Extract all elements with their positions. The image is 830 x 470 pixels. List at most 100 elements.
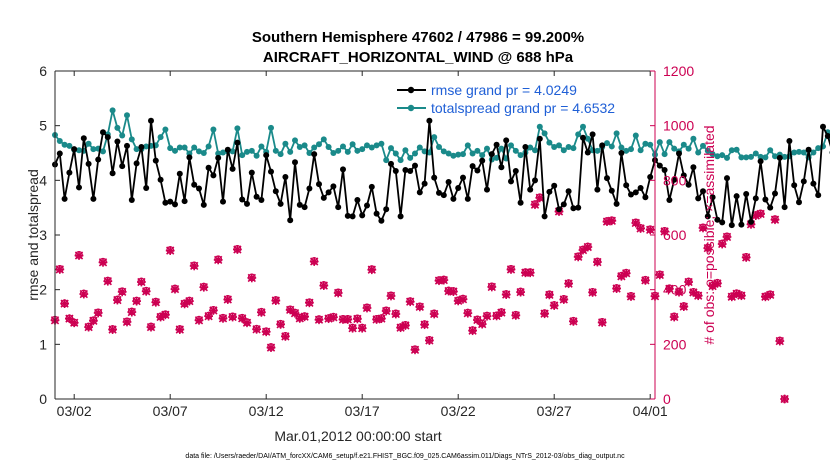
data-file-footer: data file: /Users/raeder/DAI/ATM_forcXX/… [185, 453, 625, 460]
rmse-point [215, 154, 222, 161]
rmse-point [128, 197, 135, 204]
y2-tick-label: 0 [663, 391, 671, 407]
totalspread-point [464, 142, 471, 149]
rmse-point [714, 216, 721, 223]
rmse-point [364, 202, 370, 209]
rmse-point [234, 139, 241, 146]
obs-assimilated-marker [60, 299, 69, 309]
rmse-point [354, 197, 361, 204]
y-axis-label: rmse and totalspread [25, 169, 41, 301]
rmse-point [599, 142, 606, 149]
rmse-point [133, 160, 140, 167]
rmse-point [680, 172, 687, 179]
rmse-point [488, 151, 495, 158]
x-tick-label: 03/22 [441, 403, 476, 419]
totalspread-point [714, 153, 721, 160]
obs-assimilated-marker [770, 215, 780, 225]
totalspread-point [349, 141, 356, 148]
obs-assimilated-marker [530, 200, 540, 210]
obs-assimilated-marker [89, 316, 98, 326]
rmse-point [719, 219, 726, 226]
totalspread-point [647, 141, 654, 148]
rmse-point [440, 192, 447, 199]
rmse-point [584, 149, 591, 156]
rmse-point [436, 189, 442, 196]
rmse-point [268, 168, 274, 175]
rmse-point [484, 186, 490, 193]
rmse-point [388, 160, 394, 167]
obs-assimilated-marker [84, 322, 93, 332]
totalspread-point [743, 154, 750, 161]
obs-assimilated-marker [765, 290, 775, 300]
totalspread-point [671, 145, 678, 152]
obs-assimilated-marker [122, 317, 132, 327]
totalspread-point [373, 142, 380, 149]
rmse-point [397, 213, 404, 220]
obs-assimilated-marker [684, 277, 693, 287]
rmse-point [186, 154, 193, 161]
totalspread-point [517, 152, 524, 159]
rmse-point [632, 189, 639, 196]
obs-assimilated-marker [727, 292, 737, 302]
totalspread-point [762, 154, 769, 161]
rmse-point [205, 164, 212, 171]
totalspread-point [781, 153, 788, 160]
obs-assimilated-marker [713, 278, 722, 288]
y-tick-label: 1 [39, 336, 47, 352]
obs-assimilated-marker [266, 343, 276, 353]
obs-assimilated-marker [185, 296, 194, 306]
totalspread-point [560, 147, 567, 154]
axes: 03/02 03/07 03/12 03/17 03/22 03/27 04/0101234… [39, 63, 694, 419]
obs-assimilated-marker [233, 245, 242, 254]
totalspread-point [551, 143, 558, 150]
rmse-point [95, 156, 102, 163]
rmse-point [412, 162, 418, 169]
y-tick-label: 5 [39, 118, 47, 134]
totalspread-point [728, 147, 735, 154]
rmse-point [172, 201, 178, 208]
obs-assimilated-marker [463, 308, 473, 318]
obs-assimilated-marker [161, 310, 170, 320]
x-tick-label: 03/02 [57, 403, 92, 419]
obs-assimilated-marker [516, 287, 525, 297]
totalspread-point [685, 145, 692, 152]
obs-assimilated-marker [285, 305, 295, 315]
obs-assimilated-marker [549, 301, 559, 310]
rmse-point [162, 199, 169, 206]
totalspread-point [479, 152, 486, 159]
obs-assimilated-marker [377, 314, 386, 324]
rmse-point [527, 186, 534, 193]
totalspread-point [608, 143, 615, 150]
rmse-point [292, 159, 298, 166]
totalspread-point [234, 125, 241, 132]
rmse-point [623, 182, 630, 189]
totalspread-point [498, 145, 505, 152]
obs-assimilated-marker [319, 281, 329, 290]
obs-assimilated-marker [597, 318, 607, 327]
rmse-point [66, 169, 73, 176]
obs-assimilated-marker [737, 291, 746, 301]
rmse-point [320, 194, 327, 201]
totalspread-point [66, 142, 73, 149]
rmse-point [200, 201, 207, 208]
totalspread-point [383, 157, 390, 164]
totalspread-point [704, 147, 711, 154]
rmse-point [253, 193, 260, 200]
rmse-point [181, 198, 188, 205]
totalspread-point [320, 136, 327, 143]
totalspread-point [690, 135, 697, 142]
totalspread-point [292, 137, 298, 144]
y-tick-label: 3 [39, 227, 47, 243]
legend: rmse grand pr = 4.0249 totalspread grand… [397, 82, 615, 116]
obs-assimilated-marker [401, 321, 410, 330]
obs-assimilated-marker [79, 289, 89, 299]
rmse-point [805, 146, 812, 153]
totalspread-point [800, 149, 807, 156]
totalspread-point [378, 140, 385, 147]
rmse-point [244, 200, 250, 207]
totalspread-point [340, 143, 346, 150]
totalspread-point [56, 137, 63, 144]
obs-assimilated-marker [74, 251, 84, 260]
rmse-point [748, 218, 754, 225]
